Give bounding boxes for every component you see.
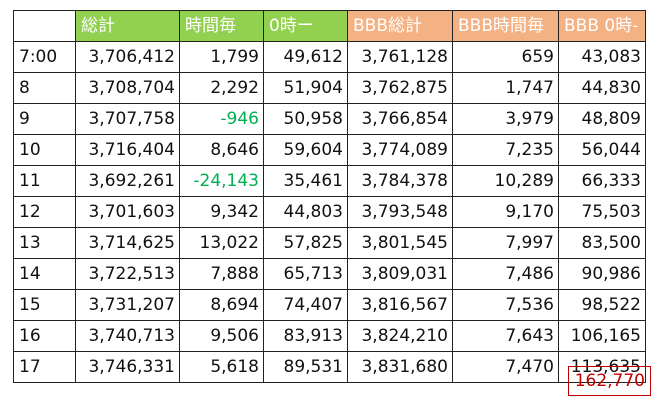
bbb-total-cell[interactable]: 3,824,210 [347, 320, 453, 352]
since-midnight-cell[interactable]: 50,958 [263, 103, 348, 135]
bbb-hourly-cell[interactable]: 659 [452, 41, 559, 73]
total-cell[interactable]: 3,722,513 [75, 258, 180, 290]
total-cell[interactable]: 3,731,207 [75, 289, 180, 321]
table-row: 17 3,746,331 5,618 89,531 3,831,680 7,47… [13, 351, 646, 383]
hourly-cell[interactable]: 8,646 [179, 134, 264, 166]
table-row: 8 3,708,704 2,292 51,904 3,762,875 1,747… [13, 72, 646, 104]
total-cell[interactable]: 3,692,261 [75, 165, 180, 197]
bbb-since-midnight-cell[interactable]: 75,503 [558, 196, 646, 228]
bbb-since-midnight-cell[interactable]: 43,083 [558, 41, 646, 73]
time-cell[interactable]: 17 [13, 351, 76, 383]
since-midnight-cell[interactable]: 35,461 [263, 165, 348, 197]
table-row: 14 3,722,513 7,888 65,713 3,809,031 7,48… [13, 258, 646, 290]
header-cell-bbb-since-midnight[interactable]: BBB 0時- [558, 10, 646, 42]
bbb-since-midnight-cell[interactable]: 98,522 [558, 289, 646, 321]
bbb-total-cell[interactable]: 3,762,875 [347, 72, 453, 104]
hourly-cell[interactable]: 5,618 [179, 351, 264, 383]
total-cell[interactable]: 3,716,404 [75, 134, 180, 166]
header-cell-bbb-hourly[interactable]: BBB時間毎 [452, 10, 559, 42]
bbb-total-cell[interactable]: 3,784,378 [347, 165, 453, 197]
time-cell[interactable]: 12 [13, 196, 76, 228]
hourly-cell[interactable]: 2,292 [179, 72, 264, 104]
time-cell[interactable]: 15 [13, 289, 76, 321]
header-cell-since-midnight[interactable]: 0時ー [263, 10, 348, 42]
since-midnight-cell[interactable]: 65,713 [263, 258, 348, 290]
since-midnight-cell[interactable]: 59,604 [263, 134, 348, 166]
header-cell-corner[interactable] [13, 10, 76, 42]
hourly-cell[interactable]: 7,888 [179, 258, 264, 290]
table-row: 12 3,701,603 9,342 44,803 3,793,548 9,17… [13, 196, 646, 228]
time-cell[interactable]: 7:00 [13, 41, 76, 73]
since-midnight-cell[interactable]: 44,803 [263, 196, 348, 228]
bbb-hourly-cell[interactable]: 3,979 [452, 103, 559, 135]
bbb-hourly-cell[interactable]: 1,747 [452, 72, 559, 104]
bbb-total-cell[interactable]: 3,816,567 [347, 289, 453, 321]
table-row: 7:00 3,706,412 1,799 49,612 3,761,128 65… [13, 41, 646, 73]
since-midnight-cell[interactable]: 74,407 [263, 289, 348, 321]
bbb-since-midnight-cell[interactable]: 66,333 [558, 165, 646, 197]
table-row: 15 3,731,207 8,694 74,407 3,816,567 7,53… [13, 289, 646, 321]
bbb-since-midnight-cell[interactable]: 48,809 [558, 103, 646, 135]
hourly-cell[interactable]: 9,506 [179, 320, 264, 352]
bbb-total-cell[interactable]: 3,761,128 [347, 41, 453, 73]
total-cell[interactable]: 3,708,704 [75, 72, 180, 104]
summary-total-cell[interactable]: 162,770 [568, 366, 651, 396]
hourly-cell-negative[interactable]: -946 [179, 103, 264, 135]
bbb-total-cell[interactable]: 3,801,545 [347, 227, 453, 259]
since-midnight-cell[interactable]: 83,913 [263, 320, 348, 352]
time-cell[interactable]: 9 [13, 103, 76, 135]
bbb-total-cell[interactable]: 3,809,031 [347, 258, 453, 290]
since-midnight-cell[interactable]: 49,612 [263, 41, 348, 73]
table-row: 13 3,714,625 13,022 57,825 3,801,545 7,9… [13, 227, 646, 259]
total-cell[interactable]: 3,740,713 [75, 320, 180, 352]
hourly-cell[interactable]: 8,694 [179, 289, 264, 321]
total-cell[interactable]: 3,701,603 [75, 196, 180, 228]
header-cell-total[interactable]: 総計 [75, 10, 180, 42]
total-cell[interactable]: 3,746,331 [75, 351, 180, 383]
time-cell[interactable]: 14 [13, 258, 76, 290]
time-cell[interactable]: 16 [13, 320, 76, 352]
bbb-since-midnight-cell[interactable]: 56,044 [558, 134, 646, 166]
bbb-hourly-cell[interactable]: 7,470 [452, 351, 559, 383]
header-cell-bbb-total[interactable]: BBB総計 [347, 10, 453, 42]
hourly-cell-negative[interactable]: -24,143 [179, 165, 264, 197]
bbb-since-midnight-cell[interactable]: 106,165 [558, 320, 646, 352]
bbb-total-cell[interactable]: 3,831,680 [347, 351, 453, 383]
bbb-hourly-cell[interactable]: 7,997 [452, 227, 559, 259]
bbb-hourly-cell[interactable]: 9,170 [452, 196, 559, 228]
bbb-hourly-cell[interactable]: 7,643 [452, 320, 559, 352]
since-midnight-cell[interactable]: 51,904 [263, 72, 348, 104]
total-cell[interactable]: 3,707,758 [75, 103, 180, 135]
total-cell[interactable]: 3,706,412 [75, 41, 180, 73]
bbb-hourly-cell[interactable]: 7,536 [452, 289, 559, 321]
header-cell-hourly[interactable]: 時間毎 [179, 10, 264, 42]
table-row: 9 3,707,758 -946 50,958 3,766,854 3,979 … [13, 103, 646, 135]
bbb-since-midnight-cell[interactable]: 83,500 [558, 227, 646, 259]
hourly-cell[interactable]: 1,799 [179, 41, 264, 73]
table-row: 16 3,740,713 9,506 83,913 3,824,210 7,64… [13, 320, 646, 352]
time-cell[interactable]: 8 [13, 72, 76, 104]
table-row: 10 3,716,404 8,646 59,604 3,774,089 7,23… [13, 134, 646, 166]
bbb-since-midnight-cell[interactable]: 44,830 [558, 72, 646, 104]
bbb-total-cell[interactable]: 3,766,854 [347, 103, 453, 135]
bbb-hourly-cell[interactable]: 7,235 [452, 134, 559, 166]
bbb-since-midnight-cell[interactable]: 90,986 [558, 258, 646, 290]
hourly-cell[interactable]: 13,022 [179, 227, 264, 259]
bbb-since-midnight-cell[interactable]: 113,635 [558, 351, 646, 383]
since-midnight-cell[interactable]: 89,531 [263, 351, 348, 383]
bbb-total-cell[interactable]: 3,793,548 [347, 196, 453, 228]
total-cell[interactable]: 3,714,625 [75, 227, 180, 259]
time-cell[interactable]: 10 [13, 134, 76, 166]
time-cell[interactable]: 13 [13, 227, 76, 259]
bbb-total-cell[interactable]: 3,774,089 [347, 134, 453, 166]
since-midnight-cell[interactable]: 57,825 [263, 227, 348, 259]
bbb-hourly-cell[interactable]: 7,486 [452, 258, 559, 290]
header-row: 総計 時間毎 0時ー BBB総計 BBB時間毎 BBB 0時- [13, 10, 646, 42]
time-cell[interactable]: 11 [13, 165, 76, 197]
table-row: 11 3,692,261 -24,143 35,461 3,784,378 10… [13, 165, 646, 197]
data-table: 総計 時間毎 0時ー BBB総計 BBB時間毎 BBB 0時- 7:00 3,7… [13, 10, 646, 383]
bbb-hourly-cell[interactable]: 10,289 [452, 165, 559, 197]
hourly-cell[interactable]: 9,342 [179, 196, 264, 228]
